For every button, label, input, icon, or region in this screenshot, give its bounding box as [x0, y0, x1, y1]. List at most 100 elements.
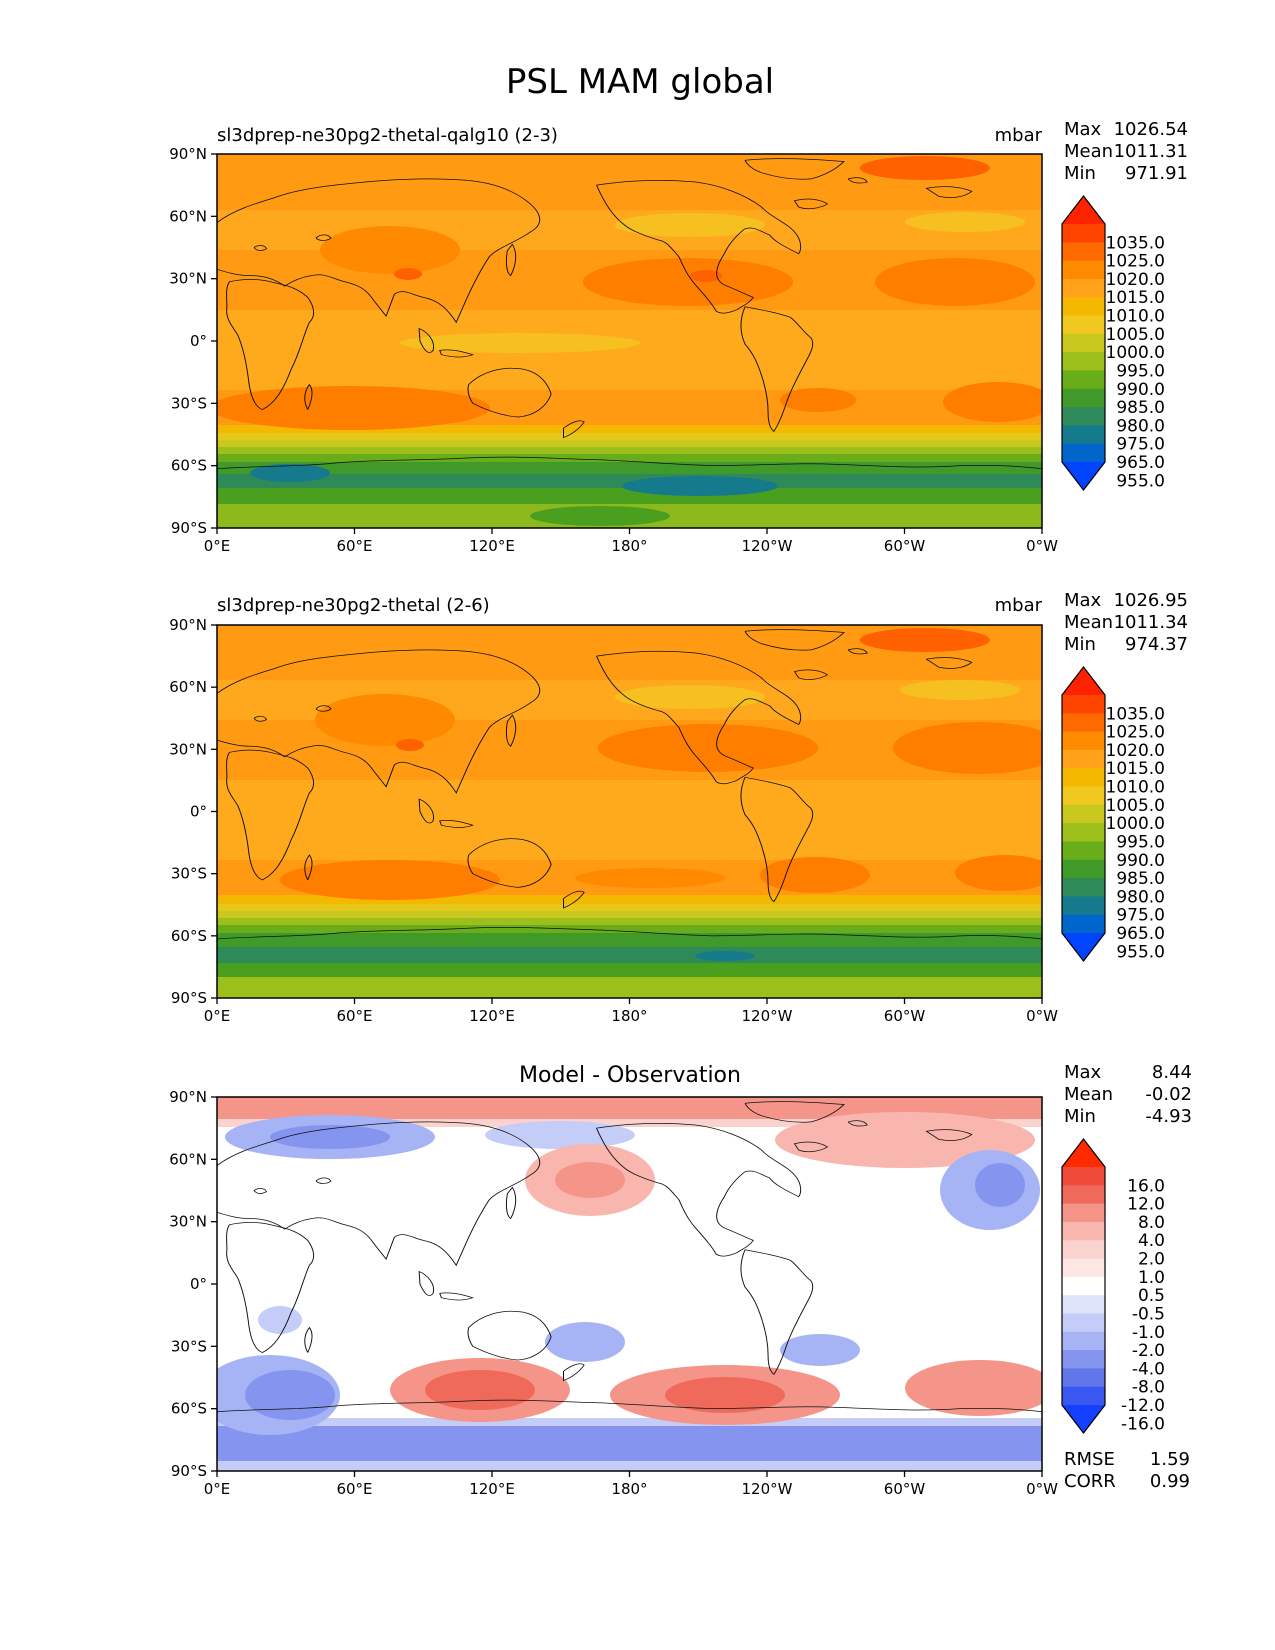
coastline — [216, 649, 541, 794]
y-axis: 90°N 60°N 30°N 0° 30°S 60°S 90°S — [169, 616, 217, 1007]
y-tick-label: 90°N — [169, 616, 207, 634]
y-tick-label: 30°S — [171, 394, 207, 412]
y-tick-label: 90°S — [171, 519, 207, 537]
pressure-cell — [893, 722, 1042, 774]
pressure-cell — [530, 506, 670, 526]
stat-label: Mean — [1064, 141, 1113, 162]
colorbar-swatch — [1062, 315, 1105, 335]
anomaly-cell — [425, 1370, 535, 1410]
x-tick-label: 120°W — [742, 1007, 793, 1025]
zonal-band — [217, 474, 1042, 488]
coastline — [439, 349, 474, 358]
panel-1-stats: Max 1026.54 Mean 1011.31 Min 971.91 — [1064, 119, 1188, 184]
colorbar-swatch — [1062, 260, 1105, 280]
colorbar-label: 12.0 — [1127, 1195, 1165, 1215]
x-tick-label: 120°W — [742, 1480, 793, 1498]
coastline — [253, 245, 268, 251]
colorbar-swatch — [1062, 425, 1105, 445]
anomaly-band — [217, 1097, 1042, 1119]
x-tick-label: 0°E — [204, 537, 231, 555]
panel-2-map — [217, 625, 1042, 998]
x-tick-label: 60°E — [336, 537, 372, 555]
coastline — [740, 306, 814, 433]
colorbar-label: 995.0 — [1116, 361, 1165, 381]
coastline — [847, 1120, 868, 1127]
coastline — [315, 1177, 332, 1184]
colorbar-swatch — [1062, 859, 1105, 879]
pressure-cell — [622, 476, 778, 496]
pressure-cell — [583, 258, 793, 306]
pressure-cell — [615, 685, 765, 709]
coastline — [304, 854, 313, 881]
zonal-band — [217, 447, 1042, 454]
zonal-band — [217, 918, 1042, 925]
coastline — [744, 629, 845, 651]
pressure-cell — [943, 382, 1042, 422]
stat-value: 1026.95 — [1114, 590, 1188, 611]
pressure-cell — [780, 388, 856, 412]
coastline — [304, 383, 313, 410]
zonal-band — [217, 440, 1042, 447]
panel-3-map — [217, 1097, 1042, 1471]
coastline — [847, 177, 868, 184]
coastline — [216, 456, 1043, 470]
coastline — [563, 890, 585, 909]
anomaly-band — [217, 1119, 1042, 1127]
colorbar-label: 2.0 — [1138, 1250, 1165, 1270]
y-tick-label: 60°S — [171, 457, 207, 475]
x-tick-label: 0°W — [1026, 537, 1058, 555]
colorbar: 1035.01025.01020.01015.01010.01005.01000… — [1061, 195, 1165, 491]
colorbar-extend-max — [1062, 1139, 1105, 1167]
panel-2-units: mbar — [995, 595, 1043, 616]
zonal-band — [217, 488, 1042, 504]
colorbar-swatch — [1062, 1203, 1105, 1223]
stat-label: Mean — [1064, 1084, 1113, 1105]
colorbar-label: -1.0 — [1132, 1323, 1165, 1343]
y-tick-label: 30°N — [169, 740, 207, 758]
colorbar-swatch — [1062, 878, 1105, 897]
zonal-band — [217, 911, 1042, 918]
y-tick-label: 60°S — [171, 927, 207, 945]
panel-2-stats: Max 1026.95 Mean 1011.34 Min 974.37 — [1064, 590, 1188, 655]
colorbar-label: 990.0 — [1116, 851, 1165, 871]
colorbar-swatch — [1062, 1295, 1105, 1315]
coastline — [418, 798, 435, 824]
colorbar-swatch — [1062, 1313, 1105, 1333]
coastline — [216, 926, 1043, 940]
stat-label: Min — [1064, 163, 1096, 184]
x-tick-label: 120°E — [469, 1480, 515, 1498]
colorbar-label: 975.0 — [1116, 435, 1165, 455]
zonal-band — [217, 425, 1042, 435]
coastline — [505, 1186, 517, 1220]
y-tick-label: 0° — [190, 803, 207, 821]
stat-value: 8.44 — [1152, 1062, 1192, 1083]
coastline — [418, 327, 435, 353]
anomaly-cell — [665, 1377, 785, 1413]
colorbar-swatch — [1062, 388, 1105, 408]
stat-value: 1011.34 — [1114, 612, 1188, 633]
zonal-band — [217, 925, 1042, 933]
colorbar-swatch — [1062, 1167, 1105, 1186]
y-tick-label: 60°S — [171, 1400, 207, 1418]
colorbar-swatch — [1062, 1386, 1105, 1406]
anomaly-cell — [545, 1322, 625, 1362]
y-tick-label: 90°N — [169, 1088, 207, 1106]
coastline — [253, 1188, 268, 1194]
y-tick-label: 30°S — [171, 865, 207, 883]
colorbar-swatch — [1062, 749, 1105, 769]
zonal-band — [217, 780, 1042, 860]
y-tick-label: 60°N — [169, 1150, 207, 1168]
colorbar-swatch — [1062, 823, 1105, 843]
coastline — [226, 279, 315, 410]
colorbar-swatch — [1062, 768, 1105, 788]
coastline — [216, 1121, 541, 1267]
colorbar-label: 1005.0 — [1106, 796, 1165, 816]
stat-value: -0.02 — [1145, 1084, 1192, 1105]
stat-value: 1011.31 — [1114, 141, 1188, 162]
zonal-band — [217, 933, 1042, 947]
coastline — [226, 749, 315, 881]
zonal-band — [217, 433, 1042, 441]
x-tick-label: 180° — [611, 537, 647, 555]
stat-label: Max — [1064, 119, 1102, 140]
colorbar-swatch — [1062, 1350, 1105, 1369]
